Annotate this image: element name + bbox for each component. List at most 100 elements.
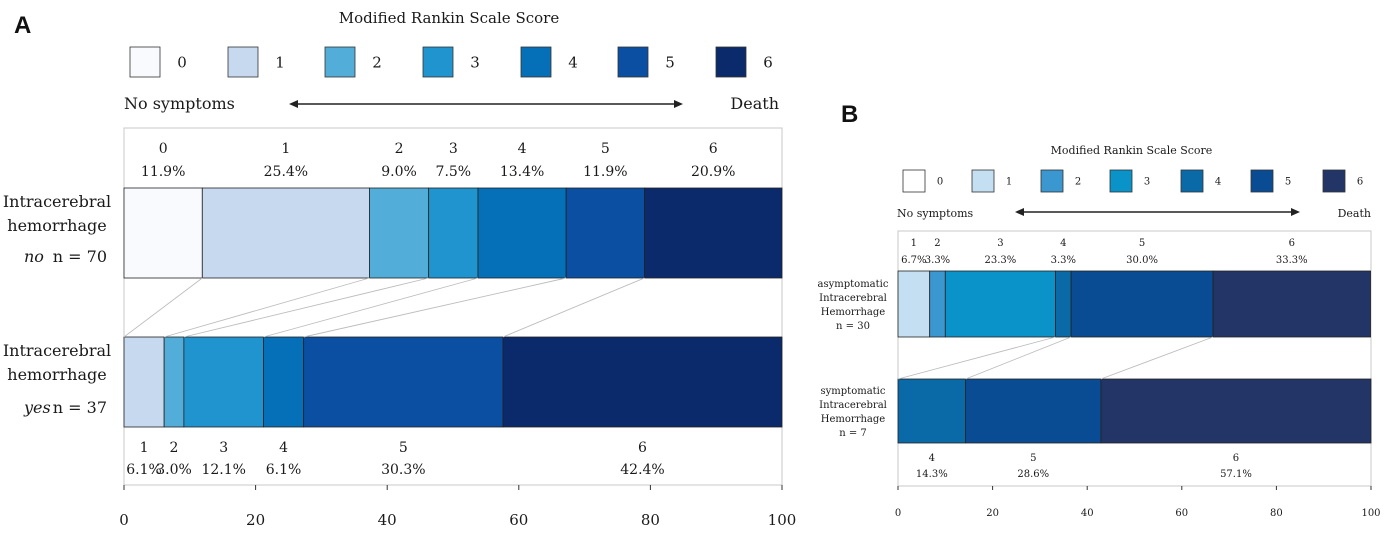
panel-a-legend-swatch-6 xyxy=(715,46,747,78)
panel-a-legend-label-6: 6 xyxy=(763,53,773,71)
panel-a-x-tick-label-100: 100 xyxy=(768,511,797,529)
panel-a-bar-1-segment-0 xyxy=(123,187,203,279)
panel-a-bar-2-segment-6 xyxy=(502,336,783,428)
panel-b-bar-2-category-label-4: 4 xyxy=(929,453,935,464)
panel-b-legend-label-0: 0 xyxy=(937,177,943,188)
panel-b-bar-2-segment-5 xyxy=(965,378,1102,444)
panel-a-legend-label-1: 1 xyxy=(275,53,285,71)
panel-a-legend-swatch-3 xyxy=(422,46,454,78)
panel-a-legend-label-5: 5 xyxy=(665,53,675,71)
panel-b-bar-1-category-label-6: 6 xyxy=(1289,238,1295,249)
panel-a-legend-label-2: 2 xyxy=(372,53,382,71)
panel-a-bar-2-value-label-2: 3.0% xyxy=(156,462,192,478)
panel-b-bar-1-category-label-2: 2 xyxy=(934,238,940,249)
panel-a-bar-1-segment-5 xyxy=(565,187,645,279)
panel-b-bar-1-value-label-2: 3.3% xyxy=(925,255,950,266)
panel-a-bar-1-value-label-2: 9.0% xyxy=(381,164,417,180)
panel-a-x-tick-label-40: 40 xyxy=(378,511,397,529)
panel-a-bar-1-segment-2 xyxy=(369,187,430,279)
panel-a-row-2-group: yes xyxy=(23,398,51,417)
panel-a-chart: Modified Rankin Scale Score 0 1 2 3 4 5 6 No sym… xyxy=(3,9,796,529)
panel-a-legend-swatch-5 xyxy=(617,46,649,78)
panel-a-bar-1-segment-3 xyxy=(428,187,479,279)
panel-b-x-tick-label-60: 60 xyxy=(1175,508,1188,519)
panel-b-legend-swatch-0 xyxy=(902,169,926,193)
panel-label-b: B xyxy=(841,101,858,128)
panel-b-x-tick-label-20: 20 xyxy=(986,508,999,519)
panel-b-legend-swatch-5 xyxy=(1250,169,1274,193)
panel-a-bar-2-segment-1 xyxy=(123,336,165,428)
panel-b-bar-2-segment-4 xyxy=(897,378,967,444)
panel-b-legend-label-3: 3 xyxy=(1144,177,1150,188)
panel-b-bar-1-value-label-6: 33.3% xyxy=(1276,255,1308,266)
panel-a-bar-2-segment-5 xyxy=(303,336,504,428)
panel-b-x-tick-label-0: 0 xyxy=(895,508,901,519)
panel-b-bar-1-category-label-1: 1 xyxy=(911,238,917,249)
panel-b-connector-5 xyxy=(1100,336,1214,380)
panel-b-bar-2-value-label-4: 14.3% xyxy=(916,469,948,480)
panel-a-bar-2-category-label-1: 1 xyxy=(140,440,149,456)
panel-a-legend-label-4: 4 xyxy=(568,53,578,71)
panel-b-legend-label-1: 1 xyxy=(1006,177,1012,188)
panel-a-x-tick-label-0: 0 xyxy=(119,511,129,529)
panel-b-bar-2-category-label-6: 6 xyxy=(1233,453,1239,464)
panel-a-bar-2-segment-3 xyxy=(183,336,264,428)
panel-a-bar-1-category-label-5: 5 xyxy=(601,141,610,157)
panel-a-legend-swatch-4 xyxy=(520,46,552,78)
panel-b-bar-1-value-label-5: 30.0% xyxy=(1126,255,1158,266)
panel-a-bar-2-category-label-2: 2 xyxy=(170,440,179,456)
panel-a-bar-2-value-label-5: 30.3% xyxy=(381,462,425,478)
panel-b-x-tick-label-40: 40 xyxy=(1081,508,1094,519)
panel-b-bar-2-value-label-5: 28.6% xyxy=(1017,469,1049,480)
panel-a-row-2-label-line-1: Intracerebral xyxy=(3,341,111,360)
panel-a-legend-swatch-0 xyxy=(129,46,161,78)
panel-b-row-1-label-line-1: asymptomatic xyxy=(818,279,889,290)
panel-a-row-1-n: n = 70 xyxy=(53,247,107,266)
panel-b-connector-4 xyxy=(965,336,1072,380)
panel-a-bar-1-category-label-1: 1 xyxy=(281,141,290,157)
panel-a-scale-arrow-left-head xyxy=(289,100,298,108)
panel-b-bar-1-category-label-5: 5 xyxy=(1139,238,1145,249)
panel-a-connector-start xyxy=(123,277,203,338)
panel-b-chart: Modified Rankin Scale Score 0 1 2 3 4 5 6 No sym… xyxy=(818,144,1381,519)
panel-a-legend-label-0: 0 xyxy=(177,53,187,71)
panel-b-bar-1-segment-1 xyxy=(897,270,931,338)
panel-b-bar-1-segment-3 xyxy=(944,270,1056,338)
panel-b-scale-arrow-left-head xyxy=(1015,208,1024,216)
panel-b-scale-arrow-right-head xyxy=(1291,208,1300,216)
panel-b-legend-label-6: 6 xyxy=(1357,177,1363,188)
panel-b-x-tick-label-80: 80 xyxy=(1270,508,1283,519)
panel-b-bar-1-segment-5 xyxy=(1070,270,1214,338)
panel-a-bar-1-category-label-2: 2 xyxy=(395,141,404,157)
panel-a-bar-2-category-label-6: 6 xyxy=(638,440,647,456)
panel-b-bar-1-category-label-3: 3 xyxy=(997,238,1003,249)
panel-b-row-2-label-line-3: Hemorrhage xyxy=(821,414,886,425)
panel-a-bar-2-value-label-4: 6.1% xyxy=(266,462,302,478)
panel-b-row-2-label-line-4: n = 7 xyxy=(839,428,867,439)
panel-a-bar-1-value-label-0: 11.9% xyxy=(141,164,185,180)
panel-a-bar-2-segment-4 xyxy=(263,336,305,428)
panel-b-legend-label-2: 2 xyxy=(1075,177,1081,188)
panel-b-bar-1-segment-6 xyxy=(1212,270,1371,338)
panel-b-row-1-label-line-4: n = 30 xyxy=(836,321,870,332)
panel-b-bar-1-category-label-4: 4 xyxy=(1060,238,1066,249)
panel-b-scale-left-label: No symptoms xyxy=(897,207,974,220)
panel-a-bar-1-value-label-6: 20.9% xyxy=(691,164,735,180)
panel-a-bar-1-value-label-1: 25.4% xyxy=(264,164,308,180)
panel-label-a: A xyxy=(14,12,31,39)
panel-b-bar-1-value-label-4: 3.3% xyxy=(1051,255,1076,266)
panel-a-bar-2-value-label-6: 42.4% xyxy=(620,462,664,478)
panel-a-bar-1-category-label-0: 0 xyxy=(159,141,168,157)
panel-a-x-tick-label-80: 80 xyxy=(641,511,660,529)
panel-b-row-1-label-line-3: Hemorrhage xyxy=(821,307,886,318)
panel-a-connector-1 xyxy=(164,277,370,338)
panel-a-bar-1-category-label-3: 3 xyxy=(449,141,458,157)
panel-a-bar-2-category-label-4: 4 xyxy=(279,440,288,456)
panel-b-legend-swatch-6 xyxy=(1322,169,1346,193)
panel-a-connector-4 xyxy=(303,277,567,338)
panel-a-row-1-group: no xyxy=(24,247,44,266)
panel-a-x-tick-label-60: 60 xyxy=(509,511,528,529)
panel-a-legend-swatch-2 xyxy=(324,46,356,78)
